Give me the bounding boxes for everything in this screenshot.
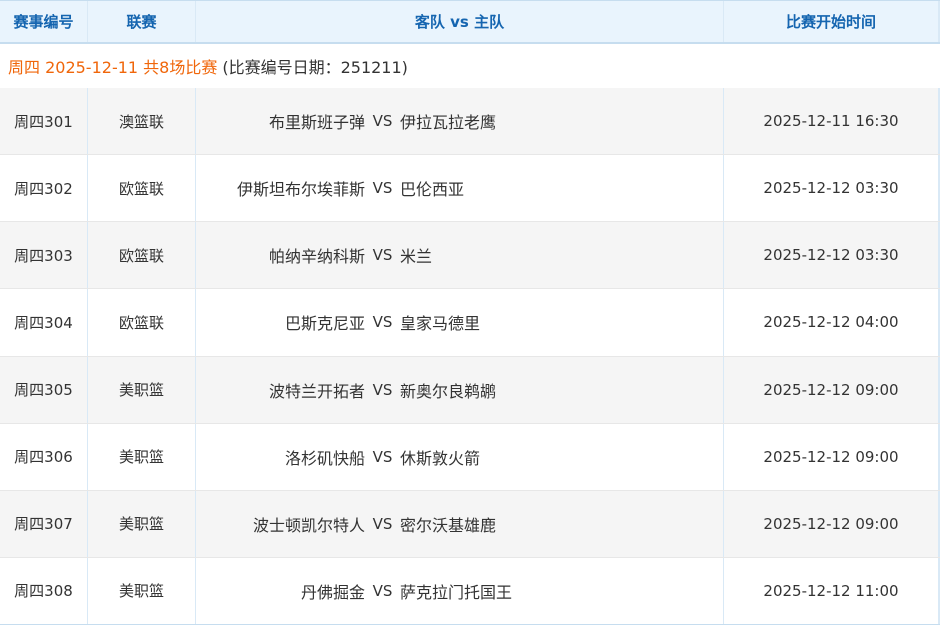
vs-label: VS (372, 447, 393, 466)
match-league: 美职篮 (88, 490, 196, 557)
away-team-name: 波特兰开拓者 (268, 381, 365, 401)
match-row: 周四301 澳篮联 布里斯班子弹 VS 伊拉瓦拉老鹰 2025-12-11 16… (0, 88, 940, 156)
match-event-id: 周四305 (0, 356, 88, 423)
match-teams: 波特兰开拓者 VS 新奥尔良鹈鹕 (196, 356, 724, 423)
match-event-id: 周四302 (0, 155, 88, 222)
match-row: 周四302 欧篮联 伊斯坦布尔埃菲斯 VS 巴伦西亚 2025-12-12 03… (0, 155, 940, 223)
match-event-id: 周四304 (0, 289, 88, 356)
match-teams: 洛杉矶快船 VS 休斯敦火箭 (196, 423, 724, 490)
match-row: 周四307 美职篮 波士顿凯尔特人 VS 密尔沃基雄鹿 2025-12-12 0… (0, 490, 940, 558)
home-team-name: 伊拉瓦拉老鹰 (400, 113, 497, 133)
away-team-name: 波士顿凯尔特人 (252, 515, 365, 535)
date-summary: 周四 2025-12-11 共8场比赛 (比赛编号日期：251211) (0, 44, 940, 88)
column-header-league: 联赛 (88, 1, 196, 42)
column-header-event-id: 赛事编号 (0, 1, 88, 42)
match-start-time: 2025-12-12 03:30 (724, 155, 940, 222)
home-team-name: 密尔沃基雄鹿 (400, 515, 497, 535)
away-team-name: 布里斯班子弹 (268, 113, 365, 133)
match-row: 周四303 欧篮联 帕纳辛纳科斯 VS 米兰 2025-12-12 03:30 (0, 222, 940, 290)
away-team-name: 丹佛掘金 (300, 582, 365, 602)
match-league: 澳篮联 (88, 88, 196, 155)
match-row: 周四304 欧篮联 巴斯克尼亚 VS 皇家马德里 2025-12-12 04:0… (0, 289, 940, 357)
date-summary-note: (比赛编号日期：251211) (222, 58, 408, 77)
match-start-time: 2025-12-12 09:00 (724, 356, 940, 423)
table-header: 赛事编号 联赛 客队 vs 主队 比赛开始时间 (0, 0, 940, 44)
vs-label: VS (372, 514, 393, 533)
date-summary-highlight: 周四 2025-12-11 共8场比赛 (8, 58, 218, 77)
home-team-name: 米兰 (400, 247, 433, 267)
away-team-name: 伊斯坦布尔埃菲斯 (236, 180, 365, 200)
match-start-time: 2025-12-12 09:00 (724, 423, 940, 490)
match-event-id: 周四301 (0, 88, 88, 155)
column-header-start-time: 比赛开始时间 (724, 1, 940, 42)
match-teams: 巴斯克尼亚 VS 皇家马德里 (196, 289, 724, 356)
match-start-time: 2025-12-12 09:00 (724, 490, 940, 557)
home-team-name: 萨克拉门托国王 (400, 582, 513, 602)
match-event-id: 周四306 (0, 423, 88, 490)
match-start-time: 2025-12-12 11:00 (724, 557, 940, 624)
match-league: 欧篮联 (88, 155, 196, 222)
match-teams: 伊斯坦布尔埃菲斯 VS 巴伦西亚 (196, 155, 724, 222)
match-league: 美职篮 (88, 557, 196, 624)
match-league: 美职篮 (88, 423, 196, 490)
home-team-name: 皇家马德里 (400, 314, 481, 334)
away-team-name: 洛杉矶快船 (284, 448, 365, 468)
match-teams: 丹佛掘金 VS 萨克拉门托国王 (196, 557, 724, 624)
match-start-time: 2025-12-11 16:30 (724, 88, 940, 155)
match-league: 美职篮 (88, 356, 196, 423)
match-event-id: 周四303 (0, 222, 88, 289)
match-league: 欧篮联 (88, 289, 196, 356)
home-team-name: 休斯敦火箭 (400, 448, 481, 468)
vs-label: VS (372, 179, 393, 198)
match-row: 周四306 美职篮 洛杉矶快船 VS 休斯敦火箭 2025-12-12 09:0… (0, 423, 940, 491)
home-team-name: 新奥尔良鹈鹕 (400, 381, 497, 401)
match-event-id: 周四308 (0, 557, 88, 624)
column-header-away-vs-home: 客队 vs 主队 (196, 1, 724, 42)
match-league: 欧篮联 (88, 222, 196, 289)
away-team-name: 帕纳辛纳科斯 (268, 247, 365, 267)
match-start-time: 2025-12-12 03:30 (724, 222, 940, 289)
match-rows: 周四301 澳篮联 布里斯班子弹 VS 伊拉瓦拉老鹰 2025-12-11 16… (0, 88, 940, 625)
vs-label: VS (372, 581, 393, 600)
match-event-id: 周四307 (0, 490, 88, 557)
home-team-name: 巴伦西亚 (400, 180, 465, 200)
match-teams: 布里斯班子弹 VS 伊拉瓦拉老鹰 (196, 88, 724, 155)
match-start-time: 2025-12-12 04:00 (724, 289, 940, 356)
match-teams: 波士顿凯尔特人 VS 密尔沃基雄鹿 (196, 490, 724, 557)
vs-label: VS (372, 246, 393, 265)
vs-label: VS (372, 380, 393, 399)
match-row: 周四308 美职篮 丹佛掘金 VS 萨克拉门托国王 2025-12-12 11:… (0, 557, 940, 624)
match-teams: 帕纳辛纳科斯 VS 米兰 (196, 222, 724, 289)
away-team-name: 巴斯克尼亚 (284, 314, 365, 334)
match-row: 周四305 美职篮 波特兰开拓者 VS 新奥尔良鹈鹕 2025-12-12 09… (0, 356, 940, 424)
vs-label: VS (372, 313, 393, 332)
vs-label: VS (372, 112, 393, 131)
